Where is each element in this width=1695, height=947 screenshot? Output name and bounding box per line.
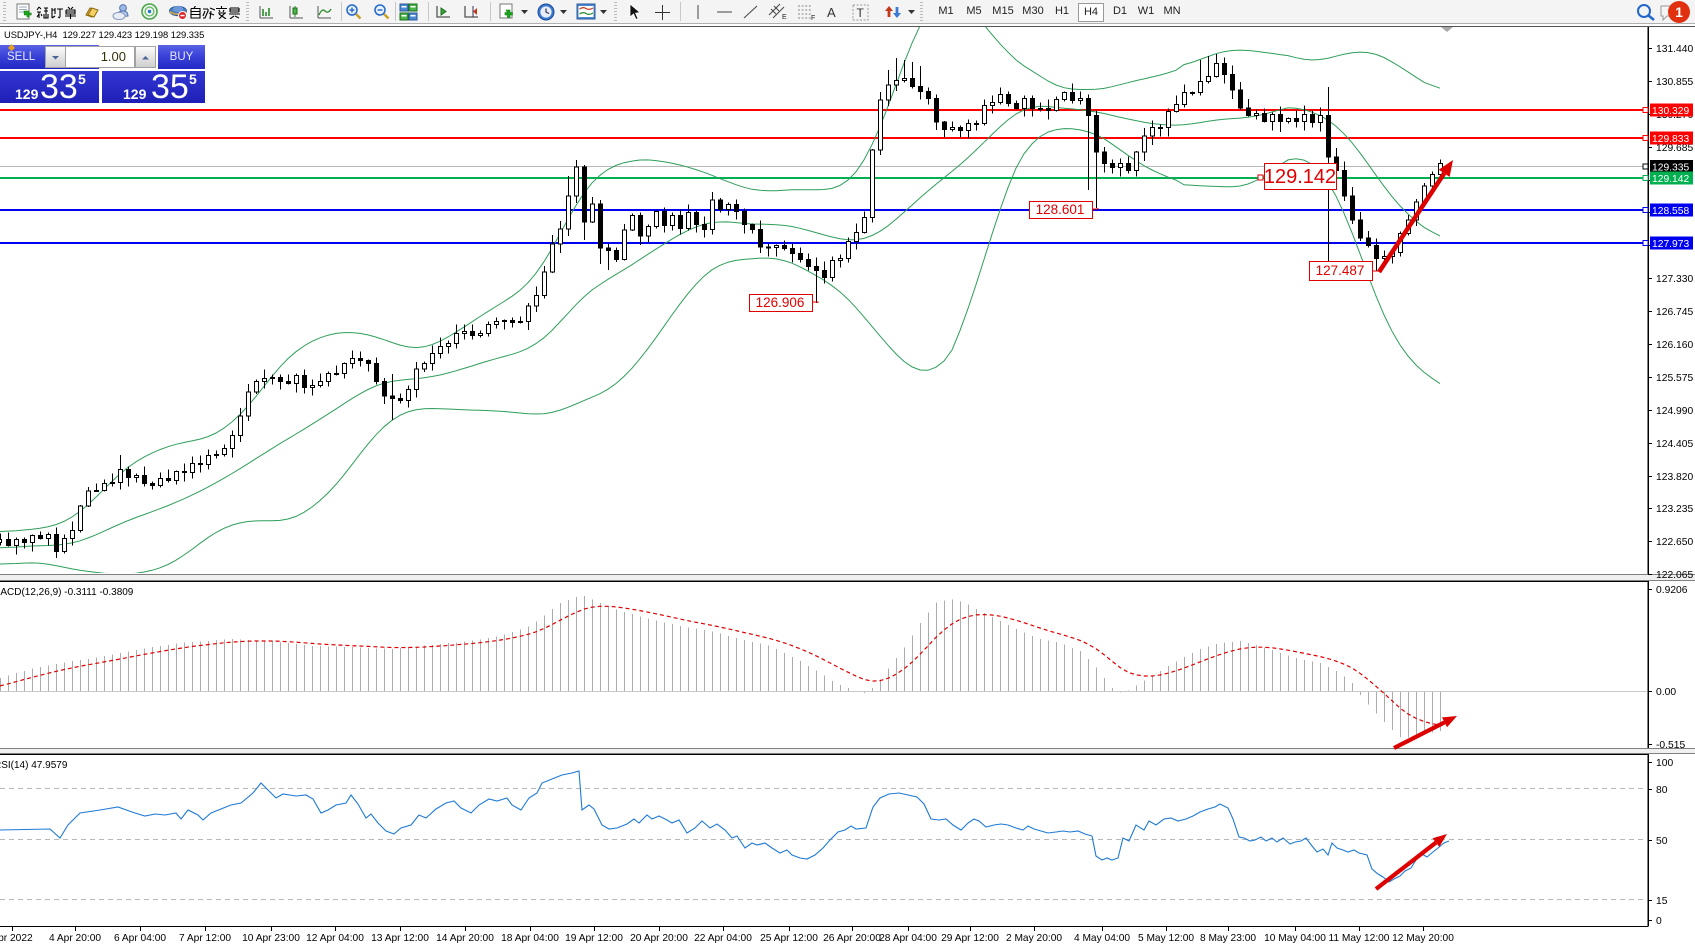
svg-text:127.487: 127.487 bbox=[1316, 263, 1365, 278]
svg-text:T: T bbox=[857, 6, 865, 20]
svg-text:127.973: 127.973 bbox=[1652, 239, 1689, 250]
svg-text:USDJPY-,H4 129.227 129.423 12: USDJPY-,H4 129.227 129.423 129.198 129.3… bbox=[4, 29, 204, 40]
svg-text:4 May 04:00: 4 May 04:00 bbox=[1074, 933, 1130, 944]
svg-text:14 Apr 20:00: 14 Apr 20:00 bbox=[436, 933, 494, 944]
svg-text:29 Apr 12:00: 29 Apr 12:00 bbox=[941, 933, 999, 944]
svg-text:130.329: 130.329 bbox=[1652, 106, 1689, 117]
svg-text:128.558: 128.558 bbox=[1652, 206, 1689, 217]
svg-text:80: 80 bbox=[1656, 785, 1668, 796]
svg-text:RSI(14) 47.9579: RSI(14) 47.9579 bbox=[0, 760, 68, 771]
svg-text:13 Apr 12:00: 13 Apr 12:00 bbox=[371, 933, 429, 944]
svg-text:129.685: 129.685 bbox=[1656, 143, 1693, 154]
svg-text:12 Apr 04:00: 12 Apr 04:00 bbox=[306, 933, 364, 944]
svg-text:129.833: 129.833 bbox=[1652, 134, 1689, 145]
svg-text:124.990: 124.990 bbox=[1656, 406, 1693, 417]
svg-text:128.601: 128.601 bbox=[1036, 202, 1085, 217]
svg-text:5 May 12:00: 5 May 12:00 bbox=[1138, 933, 1194, 944]
svg-text:123.235: 123.235 bbox=[1656, 504, 1693, 515]
svg-text:126.906: 126.906 bbox=[756, 295, 805, 310]
svg-text:12 May 20:00: 12 May 20:00 bbox=[1392, 933, 1454, 944]
svg-text:F: F bbox=[811, 15, 815, 21]
svg-text:E: E bbox=[782, 14, 787, 21]
svg-text:0.00: 0.00 bbox=[1656, 687, 1676, 698]
svg-text:127.330: 127.330 bbox=[1656, 274, 1693, 285]
svg-text:MACD(12,26,9) -0.3111 -0.3809: MACD(12,26,9) -0.3111 -0.3809 bbox=[0, 587, 134, 598]
svg-text:2 May 20:00: 2 May 20:00 bbox=[1006, 933, 1062, 944]
svg-text:8 May 23:00: 8 May 23:00 bbox=[1200, 933, 1256, 944]
svg-text:25 Apr 12:00: 25 Apr 12:00 bbox=[760, 933, 818, 944]
svg-text:126.160: 126.160 bbox=[1656, 340, 1693, 351]
svg-text:0.9206: 0.9206 bbox=[1656, 585, 1688, 596]
svg-text:130.855: 130.855 bbox=[1656, 77, 1693, 88]
svg-text:100: 100 bbox=[1656, 758, 1673, 769]
svg-text:20 Apr 20:00: 20 Apr 20:00 bbox=[630, 933, 688, 944]
svg-text:50: 50 bbox=[1656, 836, 1668, 847]
svg-text:129.335: 129.335 bbox=[1652, 163, 1689, 174]
svg-text:129.142: 129.142 bbox=[1652, 174, 1689, 185]
svg-text:124.405: 124.405 bbox=[1656, 439, 1693, 450]
svg-text:4 Apr 20:00: 4 Apr 20:00 bbox=[49, 933, 101, 944]
svg-text:15: 15 bbox=[1656, 896, 1668, 907]
svg-text:Apr 2022: Apr 2022 bbox=[0, 933, 33, 944]
svg-text:10 May 04:00: 10 May 04:00 bbox=[1264, 933, 1326, 944]
svg-text:6 Apr 04:00: 6 Apr 04:00 bbox=[114, 933, 166, 944]
svg-text:11 May 12:00: 11 May 12:00 bbox=[1329, 933, 1390, 944]
svg-text:123.820: 123.820 bbox=[1656, 472, 1693, 483]
svg-text:122.650: 122.650 bbox=[1656, 537, 1693, 548]
svg-text:7 Apr 12:00: 7 Apr 12:00 bbox=[179, 933, 231, 944]
svg-text:0: 0 bbox=[1656, 916, 1662, 927]
svg-text:19 Apr 12:00: 19 Apr 12:00 bbox=[565, 933, 623, 944]
svg-text:125.575: 125.575 bbox=[1656, 373, 1693, 384]
svg-text:126.745: 126.745 bbox=[1656, 307, 1693, 318]
svg-text:122.065: 122.065 bbox=[1656, 570, 1693, 581]
svg-text:131.440: 131.440 bbox=[1656, 44, 1693, 55]
svg-text:10 Apr 23:00: 10 Apr 23:00 bbox=[242, 933, 300, 944]
svg-text:-0.515: -0.515 bbox=[1656, 740, 1685, 751]
svg-text:28 Apr 04:00: 28 Apr 04:00 bbox=[879, 933, 937, 944]
svg-text:129.142: 129.142 bbox=[1264, 166, 1336, 188]
svg-text:22 Apr 04:00: 22 Apr 04:00 bbox=[694, 933, 752, 944]
svg-text:26 Apr 20:00: 26 Apr 20:00 bbox=[823, 933, 881, 944]
svg-text:18 Apr 04:00: 18 Apr 04:00 bbox=[501, 933, 559, 944]
